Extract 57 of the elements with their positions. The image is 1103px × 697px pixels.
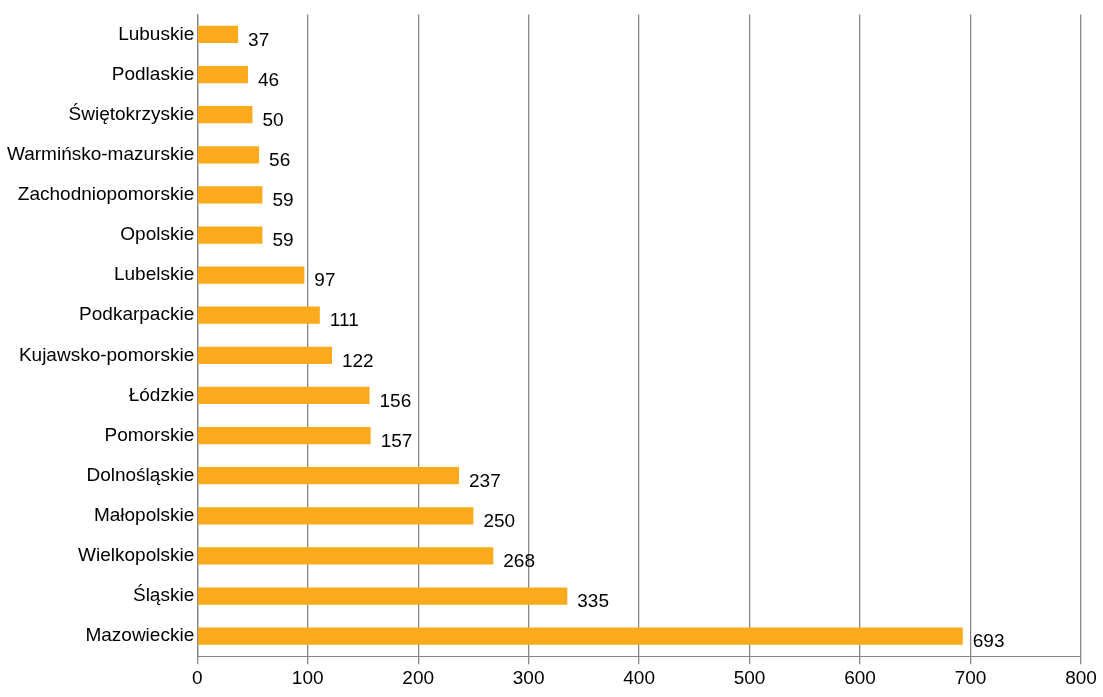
- bar: [197, 226, 263, 244]
- y-tick-label: Warmińsko-mazurskie: [6, 143, 195, 165]
- x-tick-label: 600: [844, 666, 876, 688]
- data-label: 56: [269, 149, 291, 171]
- y-tick-label: Wielkopolskie: [78, 544, 195, 566]
- x-tick-label: 700: [954, 666, 987, 688]
- x-tick-label: 200: [402, 666, 435, 688]
- data-label: 97: [314, 269, 336, 291]
- bar: [197, 25, 239, 44]
- data-label: 693: [972, 630, 1005, 652]
- bar: [197, 186, 263, 204]
- x-tick-label: 300: [512, 666, 545, 688]
- y-tick-label: Mazowieckie: [85, 624, 195, 646]
- x-tick-label: 800: [1065, 666, 1097, 688]
- y-tick-label: Dolnośląskie: [86, 463, 195, 485]
- data-label: 250: [483, 510, 516, 532]
- bar: [197, 426, 371, 445]
- y-tick-label: Lubelskie: [113, 263, 195, 285]
- data-label: 37: [248, 28, 270, 50]
- bar: [197, 587, 568, 605]
- data-label: 59: [272, 189, 294, 211]
- y-tick-label: Świętokrzyskie: [68, 102, 195, 124]
- data-label: 122: [341, 349, 374, 371]
- data-label: 156: [379, 389, 412, 411]
- y-tick-label: Kujawsko-pomorskie: [18, 343, 195, 365]
- bar: [197, 386, 370, 405]
- y-tick-label: Pomorskie: [104, 423, 195, 445]
- bar: [197, 507, 474, 525]
- bar: [197, 627, 963, 645]
- data-label: 268: [503, 550, 535, 572]
- y-tick-label: Małopolskie: [93, 504, 195, 526]
- bar: [197, 146, 260, 164]
- y-tick-label: Lubuskie: [118, 22, 195, 44]
- y-tick-label: Podlaskie: [111, 62, 195, 84]
- x-tick-label: 500: [733, 666, 766, 688]
- data-label: 335: [577, 590, 609, 612]
- data-label: 111: [329, 309, 359, 331]
- bar: [197, 266, 305, 284]
- bar: [197, 346, 332, 364]
- y-tick-label: Zachodniopomorskie: [17, 183, 195, 205]
- data-label: 237: [469, 469, 501, 491]
- x-tick-label: 0: [191, 666, 203, 688]
- bar: [197, 306, 320, 324]
- bar: [197, 547, 494, 565]
- y-tick-label: Śląskie: [132, 584, 195, 606]
- data-label: 59: [272, 229, 294, 251]
- x-tick-label: 100: [291, 666, 324, 688]
- data-label: 46: [258, 68, 280, 90]
- y-tick-label: Podkarpackie: [79, 303, 195, 325]
- data-label: 157: [380, 429, 413, 451]
- y-tick-label: Opolskie: [120, 223, 195, 245]
- x-tick-label: 400: [623, 666, 655, 688]
- y-tick-label: Łódzkie: [128, 383, 195, 405]
- bar: [197, 106, 253, 124]
- bar: [197, 65, 249, 84]
- data-label: 50: [262, 108, 284, 130]
- bar: [197, 467, 460, 485]
